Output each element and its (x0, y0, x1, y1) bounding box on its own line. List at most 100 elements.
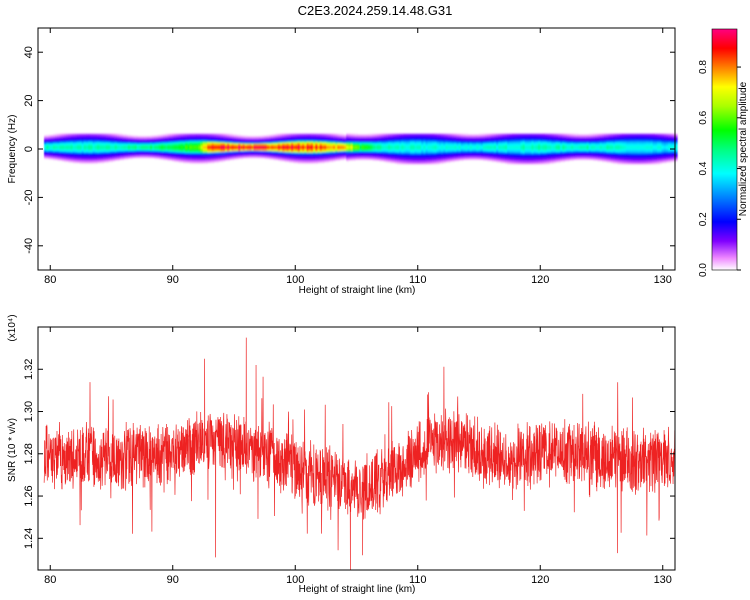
spectrogram-cell (260, 148, 264, 150)
spectrogram-cell (255, 153, 259, 155)
spectrogram-cell (112, 158, 116, 160)
spectrogram-cell (205, 144, 208, 146)
spectrogram-cell (127, 138, 131, 140)
spectrogram-cell (134, 143, 138, 145)
spectrogram-cell (202, 138, 206, 140)
spectrogram-cell (172, 150, 175, 153)
spectrogram-cell (220, 158, 224, 160)
spectrogram-cell (165, 150, 169, 153)
spectrogram-cell (163, 148, 167, 150)
spectrogram-cell (262, 153, 266, 155)
spectrogram-cell (209, 138, 213, 140)
spectrogram-cell (260, 152, 264, 154)
spectrogram-cell (59, 158, 63, 160)
spectrogram-cell (209, 150, 213, 153)
spectrogram-cell (185, 146, 189, 148)
spectrogram-cell (189, 136, 193, 139)
spectrogram-cell (194, 148, 197, 150)
spectrogram-cell (174, 150, 178, 153)
spectrogram-cell (108, 143, 111, 145)
spectrogram-cell (154, 155, 158, 157)
spectrogram-cell (172, 136, 175, 139)
spectrogram-cell (130, 142, 133, 145)
spectrogram-cell (200, 155, 204, 157)
spectrogram-cell (262, 144, 266, 146)
spectrogram-cell (189, 160, 193, 162)
spectrogram-cell (187, 150, 191, 153)
spectrogram-cell (233, 138, 237, 140)
spectrogram-cell (240, 146, 244, 148)
spectrogram-cell (152, 138, 155, 140)
spectrogram-cell (253, 154, 257, 156)
spectrogram-cell (48, 153, 52, 155)
spectrogram-cell (72, 160, 76, 162)
spectrogram-cell (172, 154, 175, 156)
spectrogram-cell (202, 143, 206, 145)
spectrogram-cell (174, 148, 178, 150)
spectrogram-cell (172, 146, 175, 148)
spectrogram-cell (55, 139, 58, 142)
spectrogram-cell (176, 147, 180, 149)
spectrogram-cell (70, 159, 74, 162)
spectrogram-cell (134, 148, 138, 150)
spectrogram-cell (277, 138, 281, 140)
spectrogram-cell (70, 156, 74, 159)
spectrogram-cell (185, 144, 189, 146)
spectrogram-cell (189, 138, 193, 140)
spectrogram-cell (147, 153, 151, 155)
spectrogram-cell (79, 143, 83, 145)
spectrogram-cell (123, 149, 127, 151)
spectrogram-cell (189, 154, 193, 156)
spectrogram-cell (158, 149, 162, 151)
spectrogram-cell (44, 143, 47, 145)
spectrogram-cell (130, 135, 133, 137)
spectrogram-cell (198, 138, 202, 140)
spectrogram-cell (160, 142, 164, 145)
spectrogram-cell (227, 143, 230, 145)
spectrogram-cell (176, 143, 180, 145)
spectrogram-cell (66, 133, 69, 136)
spectrogram-cell (119, 155, 122, 157)
spectrogram-cell (224, 141, 228, 143)
spectrogram-cell (205, 143, 208, 145)
spectrogram-cell (260, 144, 264, 146)
spectrogram-cell (97, 146, 100, 148)
spectrogram-cell (240, 143, 244, 145)
spectrogram-cell (125, 154, 129, 156)
spectrogram-cell (288, 158, 292, 160)
spectrogram-cell (286, 143, 290, 145)
spectrogram-cell (211, 136, 215, 139)
spectrogram-cell (149, 136, 153, 139)
spectrogram-cell (260, 156, 264, 159)
spectrogram-cell (280, 159, 283, 162)
spectrogram-cell (213, 143, 217, 145)
spectrogram-cell (271, 156, 275, 159)
spectrogram-cell (105, 138, 109, 140)
spectrogram-cell (61, 154, 65, 156)
spectrogram-cell (238, 149, 241, 151)
spectrogram-cell (141, 154, 144, 156)
spectrogram-cell (75, 161, 78, 163)
spectrogram-cell (103, 148, 107, 150)
spectrogram-cell (211, 142, 215, 145)
spectrogram-cell (191, 149, 195, 151)
spectrogram-cell (187, 159, 191, 162)
spectrogram-cell (249, 144, 252, 146)
spectrogram-cell (176, 138, 180, 140)
spectrogram-cell (183, 138, 186, 140)
spectrogram-cell (169, 141, 173, 143)
spectrogram-cell (136, 144, 140, 146)
spectrogram-cell (200, 144, 204, 146)
spectrogram-cell (116, 138, 120, 140)
spectrogram-cell (280, 147, 283, 149)
spectrogram-cell (119, 149, 122, 151)
spectrogram-cell (90, 138, 94, 140)
spectrogram-cell (271, 143, 275, 145)
spectrogram-cell (209, 149, 213, 151)
spectrogram-cell (125, 148, 129, 150)
spectrogram-cell (238, 139, 241, 142)
spectrogram-cell (238, 143, 241, 145)
spectrogram-cell (112, 146, 116, 148)
spectrogram-cell (266, 138, 270, 140)
spectrogram-cell (174, 160, 178, 162)
